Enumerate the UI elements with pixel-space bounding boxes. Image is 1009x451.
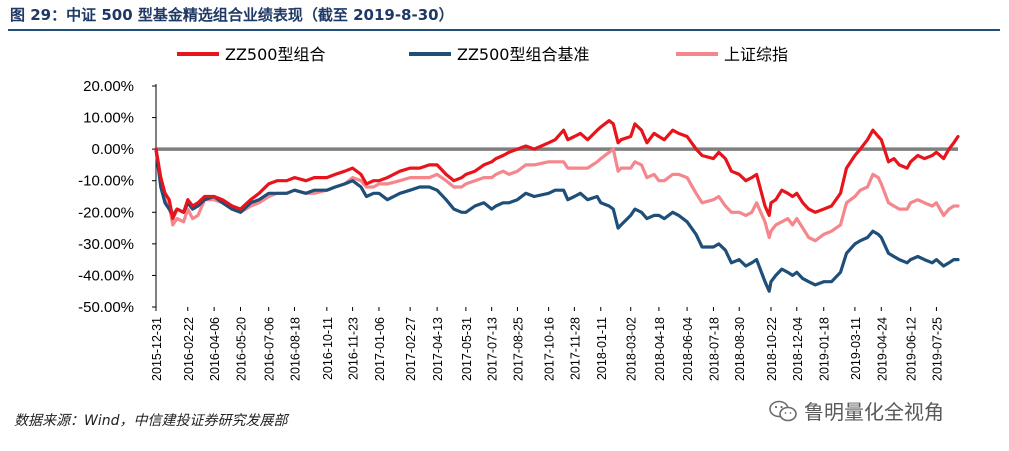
x-tick-label: 2017-02-27: [404, 317, 418, 381]
series-line-1: [154, 147, 960, 293]
page-title: 图 29：中证 500 型基金精选组合业绩表现（截至 2019-8-30）: [10, 6, 454, 24]
y-tick-label: -40.00%: [78, 267, 134, 284]
x-tick-label: 2017-04-13: [431, 317, 445, 381]
watermark-text: 鲁明量化全视角: [804, 400, 944, 424]
y-tick-label: -50.00%: [78, 299, 134, 316]
legend-label-0: ZZ500型组合: [225, 45, 325, 64]
x-tick-label: 2016-04-06: [208, 317, 222, 381]
x-tick-label: 2019-01-18: [818, 317, 832, 381]
x-tick-label: 2016-02-22: [182, 317, 196, 381]
y-tick-label: -30.00%: [78, 236, 134, 253]
series-group: [154, 119, 960, 293]
x-tick-label: 2016-11-23: [347, 317, 361, 380]
x-tick-label: 2016-10-11: [321, 317, 335, 380]
title-rule: [8, 29, 1000, 31]
x-tick-label: 2019-07-25: [930, 317, 944, 381]
x-tick-label: 2017-01-06: [373, 317, 387, 381]
x-tick-label: 2015-12-31: [150, 317, 164, 381]
x-tick-label: 2017-08-25: [511, 317, 525, 381]
y-tick-label: -20.00%: [78, 204, 134, 221]
x-tick-label: 2017-05-31: [460, 317, 474, 381]
x-tick-label: 2018-01-11: [595, 317, 609, 380]
legend-label-2: 上证综指: [724, 45, 788, 64]
y-axis: 20.00% 10.00% 0.00% -10.00% -20.00% -30.00% -4…: [78, 78, 958, 316]
x-tick-label: 2019-03-11: [849, 317, 863, 380]
y-tick-label: 10.00%: [83, 110, 134, 127]
y-tick-label: -10.00%: [78, 173, 134, 190]
source-note: 数据来源：Wind，中信建投证券研究发展部: [14, 413, 288, 429]
x-tick-label: 2018-07-18: [707, 317, 721, 381]
x-tick-label: 2017-11-28: [568, 317, 582, 380]
x-tick-label: 2016-05-20: [235, 317, 249, 381]
x-axis: 2015-12-31 2016-02-22 2016-04-06 2016-05-20…: [150, 307, 944, 381]
x-tick-label: 2018-06-04: [681, 317, 695, 381]
x-tick-label: 2018-12-04: [791, 317, 805, 381]
x-tick-label: 2018-04-18: [653, 317, 667, 381]
x-tick-label: 2016-08-18: [288, 317, 302, 381]
y-tick-label: 20.00%: [83, 78, 134, 95]
x-tick-label: 2017-07-13: [486, 317, 500, 381]
x-tick-label: 2019-04-24: [875, 317, 889, 381]
wechat-logo-icon: [769, 400, 797, 421]
y-tick-label: 0.00%: [91, 141, 134, 158]
legend-label-1: ZZ500型组合基准: [457, 45, 589, 64]
x-tick-label: 2018-03-02: [625, 317, 639, 381]
x-tick-label: 2017-10-16: [543, 317, 557, 381]
watermark: 鲁明量化全视角: [768, 396, 944, 425]
x-tick-label: 2019-06-12: [905, 317, 919, 381]
x-tick-label: 2016-07-06: [263, 317, 277, 381]
x-tick-label: 2018-08-30: [733, 317, 747, 381]
chart-legend: ZZ500型组合 ZZ500型组合基准 上证综指: [177, 45, 788, 64]
series-line-0: [154, 119, 960, 221]
x-tick-label: 2018-10-22: [765, 317, 779, 381]
